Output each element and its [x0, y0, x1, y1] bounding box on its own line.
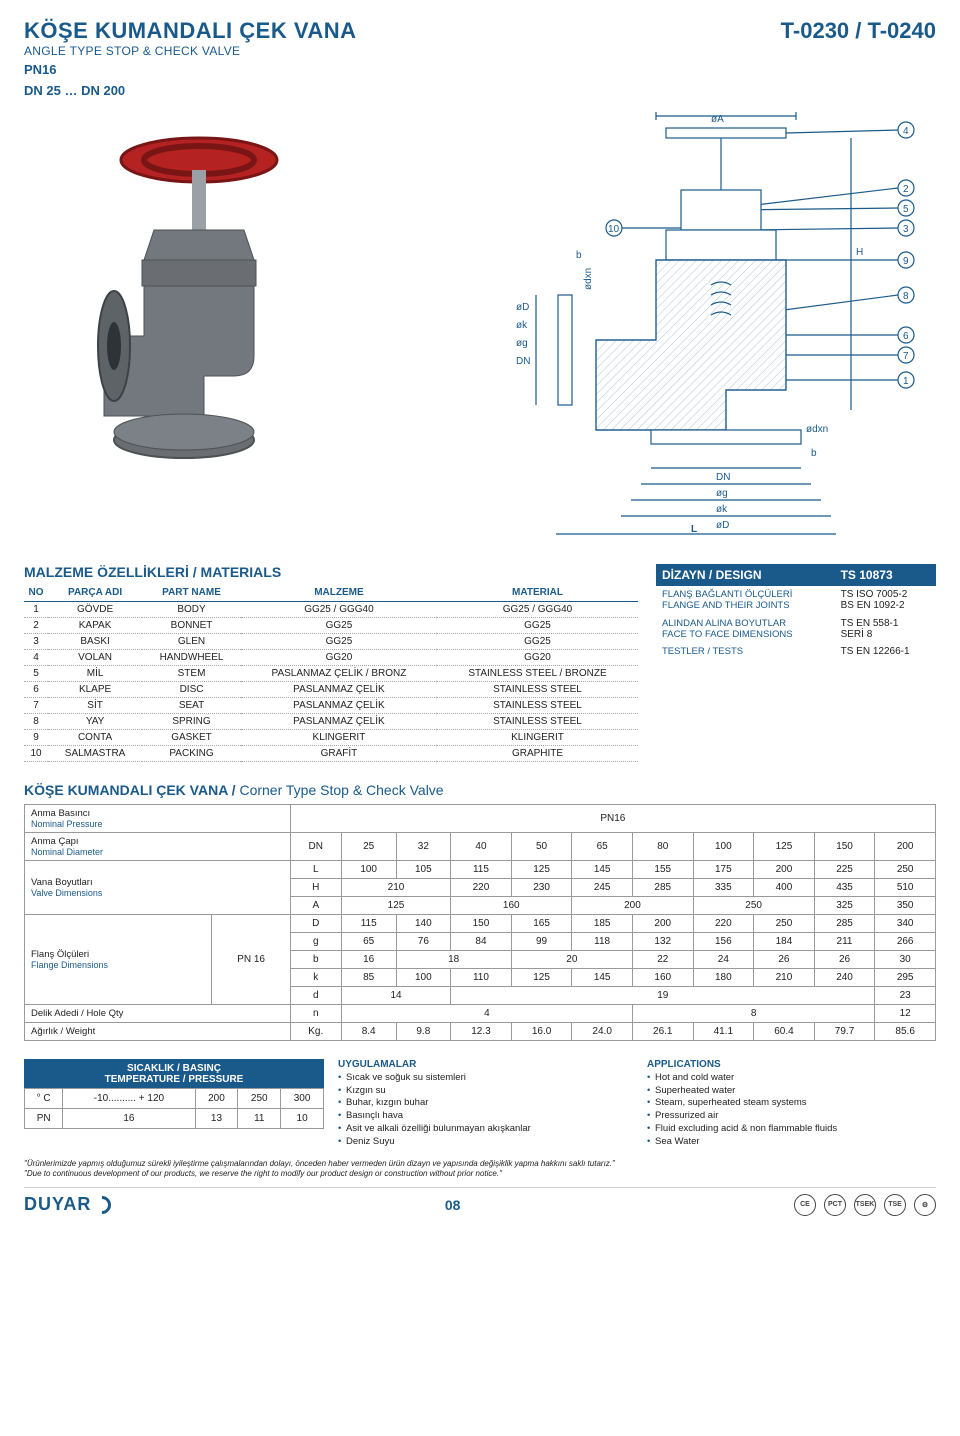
list-item: Buhar, kızgın buhar [338, 1097, 627, 1110]
title-tr: KÖŞE KUMANDALI ÇEK VANA [24, 18, 357, 44]
list-item: Hot and cold water [647, 1072, 936, 1085]
list-item: Sea Water [647, 1136, 936, 1149]
svg-text:øk: øk [716, 504, 728, 515]
svg-text:DN: DN [516, 356, 530, 367]
svg-text:1: 1 [903, 376, 909, 387]
temp-pressure-section: SICAKLIK / BASINÇTEMPERATURE / PRESSURE … [24, 1059, 324, 1149]
table-row: 6KLAPEDISCPASLANMAZ ÇELİKSTAINLESS STEEL [24, 681, 638, 697]
list-item: Deniz Suyu [338, 1136, 627, 1149]
svg-text:3: 3 [903, 224, 909, 235]
table-row: 8YAYSPRINGPASLANMAZ ÇELİKSTAINLESS STEEL [24, 713, 638, 729]
svg-text:øg: øg [516, 338, 528, 349]
svg-text:4: 4 [903, 126, 909, 137]
svg-text:ødxn: ødxn [583, 268, 594, 290]
svg-text:øD: øD [516, 302, 529, 313]
list-item: Asit ve alkali özelliği bulunmayan akışk… [338, 1123, 627, 1136]
table-row: 5MİLSTEMPASLANMAZ ÇELİK / BRONZSTAINLESS… [24, 665, 638, 681]
table-row: 1GÖVDEBODYGG25 / GGG40GG25 / GGG40 [24, 601, 638, 617]
svg-text:6: 6 [903, 331, 909, 342]
applications-tr: UYGULAMALAR Sıcak ve soğuk su sistemleri… [338, 1059, 627, 1149]
materials-title: MALZEME ÖZELLİKLERİ / MATERIALS [24, 564, 638, 580]
technical-drawing: øA 4 2 5 3 9 8 6 7 1 [456, 110, 936, 540]
svg-text:H: H [856, 247, 863, 258]
list-item: Steam, superheated steam systems [647, 1097, 936, 1110]
page-number: 08 [445, 1197, 461, 1213]
temp-pressure-table: SICAKLIK / BASINÇTEMPERATURE / PRESSURE … [24, 1059, 324, 1129]
svg-text:ødxn: ødxn [806, 424, 828, 435]
cert-badge: ⚙ [914, 1194, 936, 1216]
disclaimer: "Ürünlerimizde yapmış olduğumuz sürekli … [24, 1159, 936, 1179]
table-row: 9CONTAGASKETKLINGERITKLINGERIT [24, 729, 638, 745]
list-item: Basınçlı hava [338, 1110, 627, 1123]
product-code: T-0230 / T-0240 [781, 18, 936, 44]
list-item: Sıcak ve soğuk su sistemleri [338, 1072, 627, 1085]
certification-badges: CE PCT TSEK TSE ⚙ [794, 1194, 936, 1216]
svg-text:2: 2 [903, 184, 909, 195]
design-header-left: DİZAYN / DESIGN [656, 564, 835, 586]
page-footer: DUYAR 08 CE PCT TSEK TSE ⚙ [24, 1187, 936, 1216]
svg-text:b: b [811, 448, 817, 459]
materials-table: NOPARÇA ADIPART NAMEMALZEMEMATERIAL 1GÖV… [24, 584, 638, 762]
dimensions-table: Anma BasıncıNominal PressurePN16Anma Çap… [24, 804, 936, 1041]
svg-text:8: 8 [903, 291, 909, 302]
table-row: 7SİTSEATPASLANMAZ ÇELİKSTAINLESS STEEL [24, 697, 638, 713]
cert-badge: TSEK [854, 1194, 876, 1216]
materials-section: MALZEME ÖZELLİKLERİ / MATERIALS NOPARÇA … [24, 564, 638, 762]
applications-en: APPLICATIONS Hot and cold waterSuperheat… [647, 1059, 936, 1149]
svg-text:øg: øg [716, 488, 728, 499]
svg-text:DN: DN [716, 472, 730, 483]
dimensions-title: KÖŞE KUMANDALI ÇEK VANA / Corner Type St… [24, 782, 936, 798]
brand-logo: DUYAR [24, 1194, 111, 1215]
cert-badge: PCT [824, 1194, 846, 1216]
dn-range: DN 25 … DN 200 [24, 83, 357, 100]
svg-text:øk: øk [516, 320, 528, 331]
svg-text:L: L [691, 524, 697, 535]
list-item: Kızgın su [338, 1085, 627, 1098]
list-item: Pressurized air [647, 1110, 936, 1123]
cert-badge: TSE [884, 1194, 906, 1216]
cert-badge: CE [794, 1194, 816, 1216]
design-section: DİZAYN / DESIGN TS 10873 FLANŞ BAĞLANTI … [656, 564, 936, 661]
table-row: 4VOLANHANDWHEELGG20GG20 [24, 649, 638, 665]
title-block: KÖŞE KUMANDALI ÇEK VANA ANGLE TYPE STOP … [24, 18, 357, 100]
svg-text:b: b [576, 250, 582, 261]
table-row: 10SALMASTRAPACKINGGRAFİTGRAPHITE [24, 745, 638, 761]
design-header-right: TS 10873 [835, 564, 936, 586]
table-row: 2KAPAKBONNETGG25GG25 [24, 617, 638, 633]
images-row: øA 4 2 5 3 9 8 6 7 1 [24, 110, 936, 540]
svg-text:øD: øD [716, 520, 729, 531]
page-header: KÖŞE KUMANDALI ÇEK VANA ANGLE TYPE STOP … [24, 18, 936, 100]
svg-text:9: 9 [903, 256, 909, 267]
list-item: Fluid excluding acid & non flammable flu… [647, 1123, 936, 1136]
table-row: 3BASKIGLENGG25GG25 [24, 633, 638, 649]
svg-text:10: 10 [608, 224, 620, 235]
svg-text:7: 7 [903, 351, 909, 362]
pn-label: PN16 [24, 62, 357, 79]
design-table: DİZAYN / DESIGN TS 10873 FLANŞ BAĞLANTI … [656, 564, 936, 661]
applications-section: UYGULAMALAR Sıcak ve soğuk su sistemleri… [338, 1059, 936, 1149]
title-en: ANGLE TYPE STOP & CHECK VALVE [24, 44, 357, 58]
brand-arc-icon [90, 1192, 115, 1217]
dimensions-section: KÖŞE KUMANDALI ÇEK VANA / Corner Type St… [24, 782, 936, 1041]
product-photo [24, 110, 344, 470]
svg-text:5: 5 [903, 204, 909, 215]
list-item: Superheated water [647, 1085, 936, 1098]
